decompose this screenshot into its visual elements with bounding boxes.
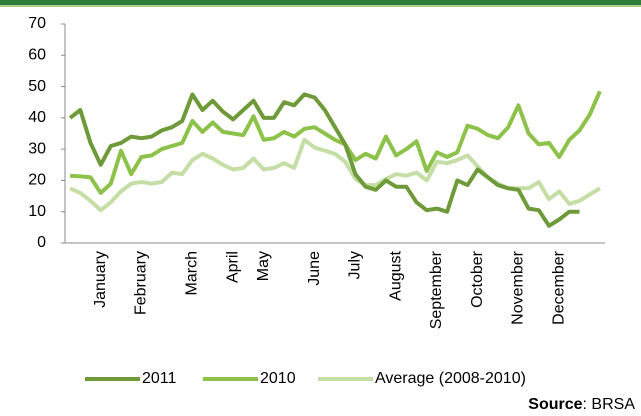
series-line <box>69 90 602 195</box>
x-tick-label: August <box>387 250 404 300</box>
x-tick-label: March <box>184 251 201 295</box>
y-tick-label: 10 <box>28 203 46 220</box>
x-tick-label: November <box>510 250 527 324</box>
x-tick-label: September <box>428 250 445 329</box>
legend-label: 2010 <box>260 370 296 387</box>
legend-label: 2011 <box>142 370 177 387</box>
series-line <box>69 137 601 213</box>
y-tick-label: 60 <box>28 47 46 64</box>
y-tick-label: 70 <box>28 15 46 32</box>
x-tick-label: December <box>550 250 567 324</box>
legend-label: Average (2008-2010) <box>375 370 526 387</box>
y-tick-label: 40 <box>28 109 46 126</box>
source-label: Source <box>528 396 582 413</box>
source-note: Source: BRSA <box>528 396 635 413</box>
header-band <box>0 0 641 5</box>
header-stripe <box>0 5 641 7</box>
x-tick-label: February <box>133 251 150 315</box>
source-text: : BRSA <box>583 396 636 413</box>
x-tick-label: June <box>306 251 323 286</box>
y-tick-label: 0 <box>37 234 46 251</box>
y-tick-label: 50 <box>28 78 46 95</box>
x-tick-label: July <box>347 251 364 279</box>
x-tick-label: January <box>92 251 109 308</box>
y-tick-label: 30 <box>28 140 46 157</box>
y-tick-label: 20 <box>28 172 46 189</box>
x-tick-label: October <box>469 250 486 308</box>
series-line <box>68 92 580 228</box>
x-tick-label: April <box>224 251 241 283</box>
x-tick-label: May <box>255 251 272 281</box>
